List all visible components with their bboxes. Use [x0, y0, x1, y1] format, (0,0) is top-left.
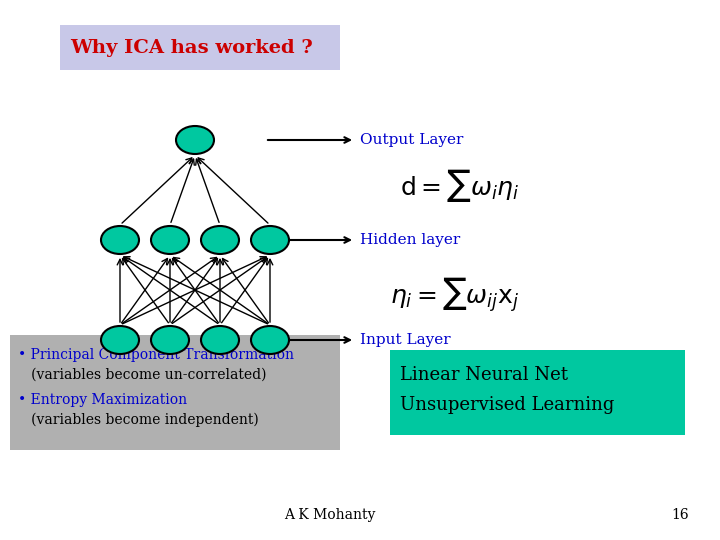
Ellipse shape	[176, 126, 214, 154]
Text: $\eta_i = \sum \omega_{ij} \mathrm{x}_j$: $\eta_i = \sum \omega_{ij} \mathrm{x}_j$	[390, 275, 519, 314]
Ellipse shape	[251, 326, 289, 354]
Ellipse shape	[201, 326, 239, 354]
Ellipse shape	[201, 226, 239, 254]
Text: (variables become un-correlated): (variables become un-correlated)	[18, 368, 266, 382]
Text: • Entropy Maximization: • Entropy Maximization	[18, 393, 187, 407]
Ellipse shape	[151, 226, 189, 254]
Text: Hidden layer: Hidden layer	[360, 233, 460, 247]
Text: Output Layer: Output Layer	[360, 133, 464, 147]
Ellipse shape	[101, 226, 139, 254]
Text: $\mathrm{d} = \sum \omega_i \eta_i$: $\mathrm{d} = \sum \omega_i \eta_i$	[400, 166, 520, 204]
Text: 16: 16	[671, 508, 689, 522]
Text: A K Mohanty: A K Mohanty	[284, 508, 376, 522]
Ellipse shape	[101, 326, 139, 354]
Ellipse shape	[251, 226, 289, 254]
Text: (variables become independent): (variables become independent)	[18, 413, 258, 427]
Text: Linear Neural Net: Linear Neural Net	[400, 366, 568, 384]
Text: Unsupervised Learning: Unsupervised Learning	[400, 396, 614, 414]
FancyBboxPatch shape	[390, 350, 685, 435]
Ellipse shape	[151, 326, 189, 354]
Text: • Principal Component Transformation: • Principal Component Transformation	[18, 348, 294, 362]
FancyBboxPatch shape	[10, 335, 340, 450]
Text: Why ICA has worked ?: Why ICA has worked ?	[70, 39, 312, 57]
FancyBboxPatch shape	[60, 25, 340, 70]
Text: Input Layer: Input Layer	[360, 333, 451, 347]
